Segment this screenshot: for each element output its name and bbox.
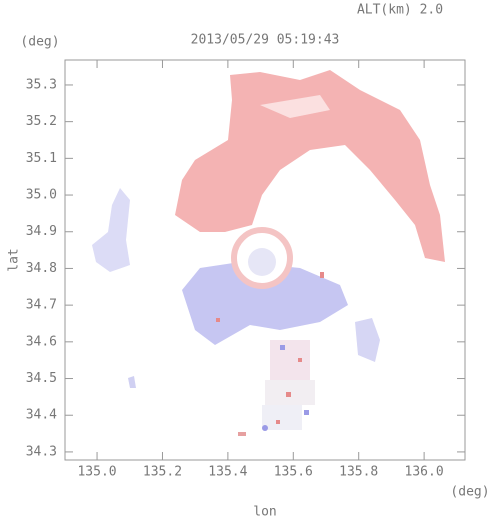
altitude-label: ALT(km) 2.0 bbox=[357, 3, 443, 18]
approaching-echo bbox=[355, 318, 380, 362]
x-tick-label: 135.2 bbox=[143, 465, 182, 480]
radar-center bbox=[248, 248, 276, 276]
y-tick-label: 35.1 bbox=[26, 151, 57, 166]
y-tick-label: 35.2 bbox=[26, 114, 57, 129]
x-tick-label: 135.6 bbox=[274, 465, 313, 480]
y-tick-label: 34.8 bbox=[26, 261, 57, 276]
receding-echo bbox=[260, 95, 330, 118]
y-tick-label: 35.0 bbox=[26, 188, 57, 203]
radar-field bbox=[92, 70, 445, 436]
y-tick-label: 34.7 bbox=[26, 298, 57, 313]
y-tick-label: 34.5 bbox=[26, 371, 57, 386]
plot-frame bbox=[64, 59, 466, 461]
y-tick-label: 35.3 bbox=[26, 77, 57, 92]
receding-echo bbox=[175, 70, 445, 262]
x-unit: (deg) bbox=[450, 485, 489, 500]
x-tick-label: 136.0 bbox=[405, 465, 444, 480]
approaching-echo bbox=[92, 188, 130, 272]
y-tick-label: 34.9 bbox=[26, 224, 57, 239]
y-unit: (deg) bbox=[20, 35, 59, 50]
x-tick-label: 135.0 bbox=[77, 465, 116, 480]
chart-title: 2013/05/29 05:19:43 bbox=[191, 33, 340, 48]
approaching-echo bbox=[182, 262, 348, 345]
y-tick-label: 34.6 bbox=[26, 334, 57, 349]
x-axis-label: lon bbox=[253, 505, 276, 520]
y-axis-label: lat bbox=[7, 248, 22, 271]
y-tick-label: 34.3 bbox=[26, 444, 57, 459]
x-tick-label: 135.8 bbox=[339, 465, 378, 480]
approaching-echo bbox=[128, 376, 136, 388]
x-tick-label: 135.4 bbox=[208, 465, 247, 480]
y-tick-label: 34.4 bbox=[26, 408, 57, 423]
scattered-echoes bbox=[216, 272, 324, 436]
